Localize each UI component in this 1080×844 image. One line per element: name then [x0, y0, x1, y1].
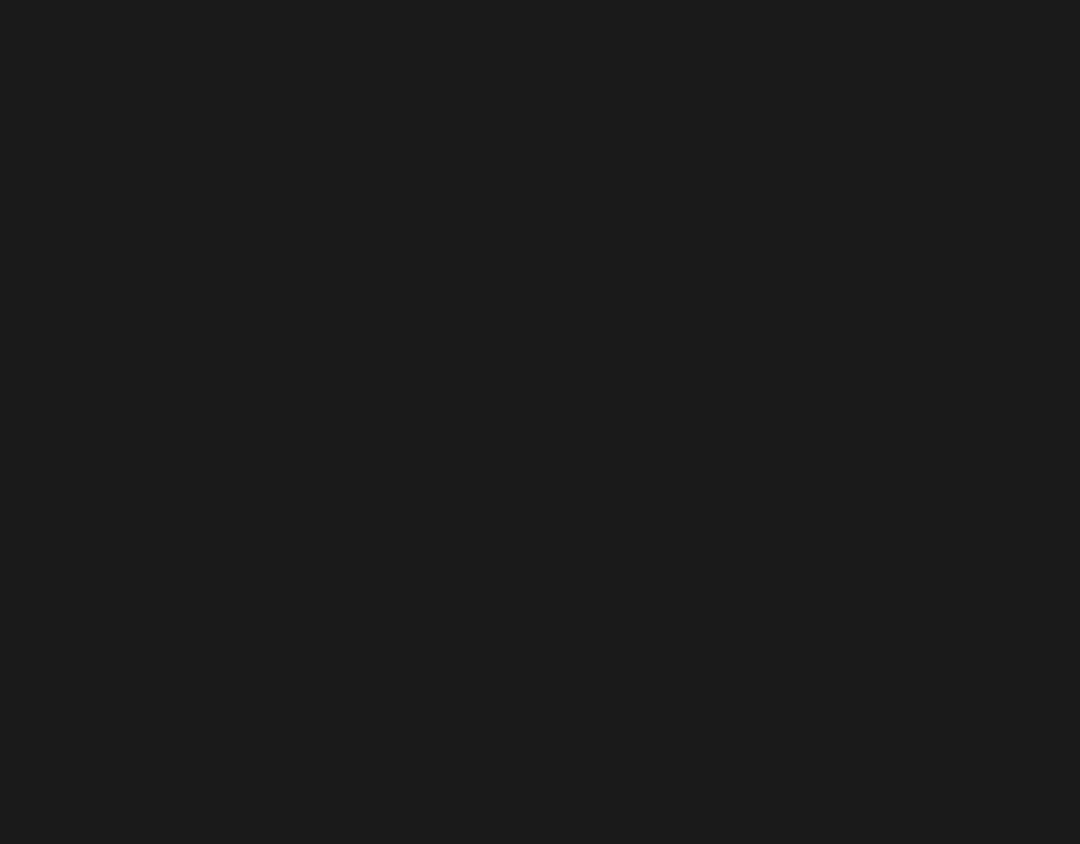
- Text: (d) The CO in the stack gas is a pollutant. Its concentration can be decreased b: (d) The CO in the stack gas is a polluta…: [148, 495, 904, 514]
- Text: C₃H₈ + 5 O₂ → 3 CO₂ + 4 H₂O: C₃H₈ + 5 O₂ → 3 CO₂ + 4 H₂O: [420, 152, 692, 171]
- Text: A mixture of 75 mole % propane C₃H₈ and 25 mole % hydrogen is burnt with 25%: A mixture of 75 mole % propane C₃H₈ and …: [148, 100, 914, 119]
- Text: excess air. The combustion of propane occurs according to the following two reac: excess air. The combustion of propane oc…: [148, 122, 966, 141]
- Text: Fractional conversions of 90% of the propane and 85% of the hydrogen are achieve: Fractional conversions of 90% of the pro…: [148, 200, 975, 219]
- Text: converts boiler feed water into steam.: converts boiler feed water into steam.: [148, 266, 508, 285]
- Text: increasing the percent excess air fed to the furnace. Give two cost related impl: increasing the percent excess air fed to…: [148, 517, 988, 536]
- Text: C₃H₈ + 7/2 O₂ → 3 CO + 4 H₂O: C₃H₈ + 7/2 O₂ → 3 CO + 4 H₂O: [420, 178, 703, 197]
- Text: (c) Calculate the concentration of CO (ppm) in the stack gas: (c) Calculate the concentration of CO (p…: [148, 435, 714, 454]
- Text: Problem 4: Problem 4: [148, 58, 256, 77]
- Text: (a) Calculate the air feed rate: (a) Calculate the air feed rate: [148, 318, 427, 337]
- Text: combustion product gas passes through a boiler in which heat transferred from th: combustion product gas passes through a …: [148, 244, 970, 263]
- Text: the propane that reacts, 95% reacts to form CO₂ and the rest reacts to form CO. : the propane that reacts, 95% reacts to f…: [148, 222, 978, 241]
- Text: doing so.: doing so.: [148, 539, 233, 558]
- Text: (b) Calculate the unreacted propane and hydrogen in the stack gas: (b) Calculate the unreacted propane and …: [148, 378, 781, 397]
